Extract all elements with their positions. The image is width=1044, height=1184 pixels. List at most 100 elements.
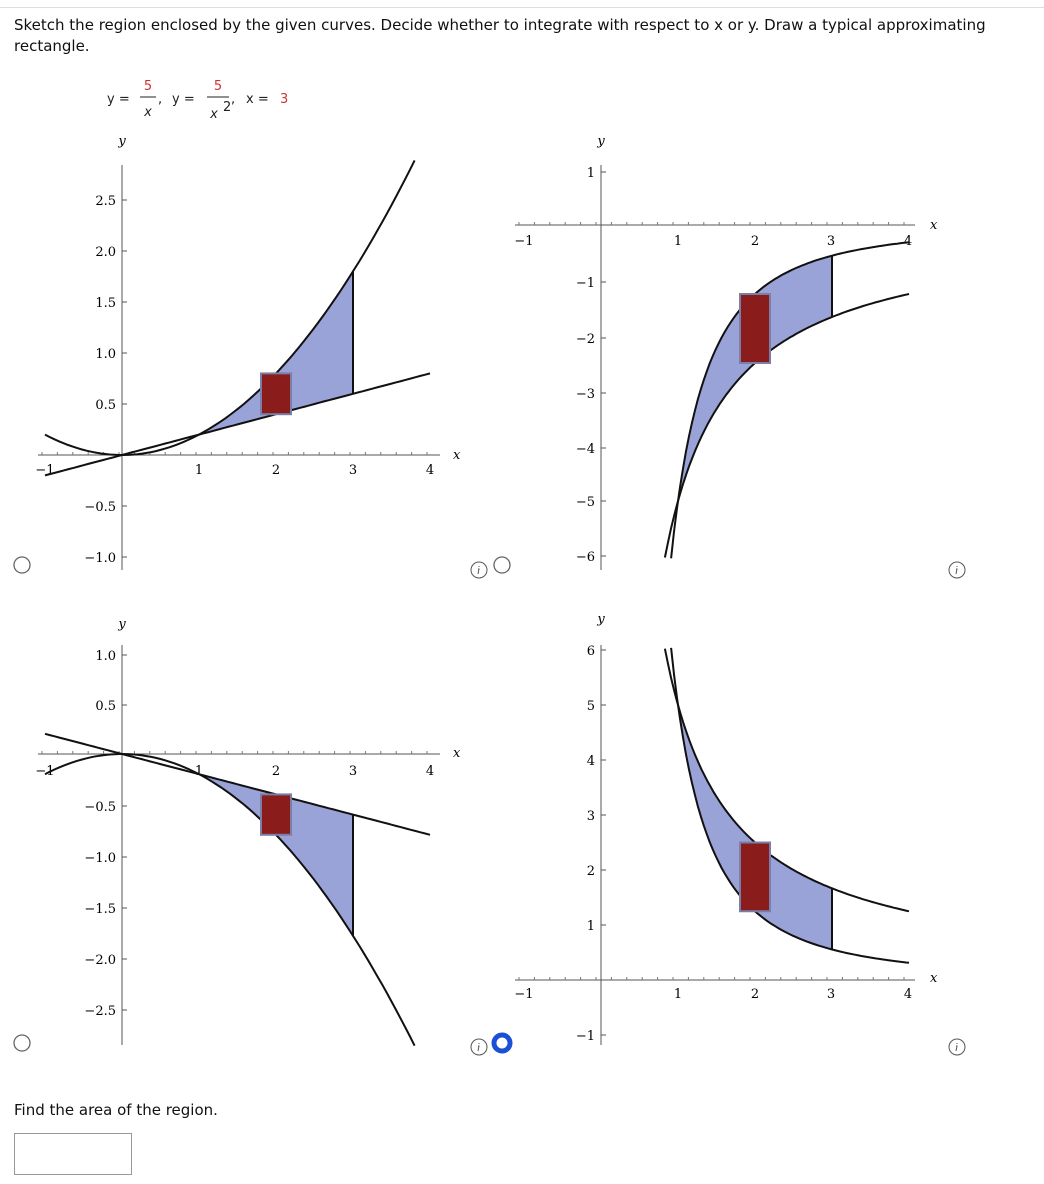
y-tick-label: 5: [587, 699, 595, 714]
x-tick-label: 2: [751, 234, 759, 249]
radio-button[interactable]: [13, 556, 31, 574]
x-tick-label: −1: [514, 987, 533, 1002]
x-axis-label: x: [453, 448, 461, 463]
y-tick-label: −0.5: [84, 800, 116, 815]
region: [199, 271, 353, 435]
curve: [44, 753, 416, 1047]
info-glyph: [955, 1043, 958, 1052]
y-tick-label: 1: [587, 919, 595, 934]
curve: [44, 372, 431, 477]
y-tick-label: −1.5: [84, 902, 116, 917]
y-tick-label: 0.5: [95, 699, 116, 714]
y-tick-label: −4: [576, 442, 595, 457]
x-tick-label: 3: [349, 463, 357, 478]
eq-text: x =: [246, 92, 269, 107]
x-tick-label: 1: [195, 764, 203, 779]
approx-rectangle: [260, 793, 292, 836]
eq-text: x: [143, 105, 152, 120]
y-tick-label: −2: [576, 332, 595, 347]
y-tick-label: 4: [587, 754, 595, 769]
y-axis-label: y: [596, 612, 605, 627]
x-axis-label: x: [930, 218, 938, 233]
y-tick-label: −1.0: [84, 851, 116, 866]
x-tick-label: −1: [514, 234, 533, 249]
y-tick-label: 6: [587, 644, 595, 659]
question: Sketch the region enclosed by the given …: [14, 16, 986, 55]
eq-text: 3: [280, 92, 288, 107]
eq-text: y =: [107, 92, 130, 107]
y-tick-label: −2.5: [84, 1004, 116, 1019]
curve: [44, 732, 431, 836]
approx-rectangle: [739, 841, 771, 913]
y-tick-label: −5: [576, 495, 595, 510]
eq-text: y =: [172, 92, 195, 107]
y-tick-label: −1.0: [84, 551, 116, 566]
eq-text: 2: [223, 100, 231, 115]
x-tick-label: 1: [195, 463, 203, 478]
x-tick-label: 3: [827, 987, 835, 1002]
x-tick-label: 4: [426, 764, 434, 779]
y-tick-label: 2.5: [95, 194, 116, 209]
y-tick-label: −1: [576, 1029, 595, 1044]
x-axis-label: x: [930, 971, 938, 986]
y-tick-label: 2.0: [95, 245, 116, 260]
x-tick-label: 1: [674, 987, 682, 1002]
x-tick-label: 2: [272, 764, 280, 779]
curve: [663, 293, 910, 558]
prompt: Find the area of the region.: [14, 1101, 218, 1119]
x-axis-label: x: [453, 746, 461, 761]
y-tick-label: 2: [587, 864, 595, 879]
y-tick-label: −0.5: [84, 500, 116, 515]
region: [199, 774, 353, 936]
option-graph: −1 1 2 3 41−1−2−3−4−5−6xy: [493, 134, 966, 579]
x-tick-label: 3: [827, 234, 835, 249]
y-axis-label: y: [117, 617, 126, 632]
x-tick-label: 4: [426, 463, 434, 478]
x-tick-label: 2: [272, 463, 280, 478]
curve: [663, 648, 910, 913]
y-axis-label: y: [117, 134, 126, 149]
eq-text: 5: [214, 79, 222, 94]
y-tick-label: 1.0: [95, 347, 116, 362]
eq-text: ,: [158, 92, 162, 107]
radio-button[interactable]: [491, 1032, 513, 1054]
divider: [0, 7, 1044, 8]
x-tick-label: 1: [674, 234, 682, 249]
info-glyph: [955, 566, 958, 575]
curve: [44, 159, 416, 456]
y-tick-label: 1.5: [95, 296, 116, 311]
curve: [670, 647, 910, 964]
x-tick-label: −1: [35, 463, 54, 478]
radio-button[interactable]: [493, 556, 511, 574]
y-tick-label: 3: [587, 809, 595, 824]
region: [678, 705, 832, 950]
approx-rectangle: [260, 372, 292, 416]
y-tick-label: 1: [587, 166, 595, 181]
eq-text: ,: [231, 92, 235, 107]
x-tick-label: 3: [349, 764, 357, 779]
x-tick-label: 4: [904, 987, 912, 1002]
region: [678, 255, 832, 501]
x-tick-label: −1: [35, 764, 54, 779]
approx-rectangle: [739, 293, 771, 364]
option-graph: −1 1 2 3 4 6 5 4 3 2 1 −1 x y: [491, 612, 966, 1056]
curve: [670, 241, 910, 559]
y-axis-label: y: [596, 134, 605, 149]
answer-input[interactable]: [14, 1133, 132, 1175]
radio-button[interactable]: [13, 1034, 31, 1052]
y-tick-label: −6: [576, 550, 595, 565]
eq-text: x: [209, 107, 218, 122]
option-graph: −1 1 2 3 4 2.5 2.0 1.5 1.0 0.5 −0.5 −1.0 x y: [13, 134, 488, 579]
eq-text: 5: [144, 79, 152, 94]
x-tick-label: 2: [751, 987, 759, 1002]
equation: y = 5 x , y = 5 x 2 , x = 3: [107, 79, 288, 122]
info-glyph: [477, 566, 480, 575]
y-tick-label: 0.5: [95, 398, 116, 413]
y-tick-label: 1.0: [95, 649, 116, 664]
info-glyph: [477, 1043, 480, 1052]
y-tick-label: −2.0: [84, 953, 116, 968]
y-tick-label: −1: [576, 276, 595, 291]
option-graph: −1 1 2 3 4 1.0 0.5 −0.5 −1.0 −1.5 −2.0 −2.5 x y: [13, 617, 488, 1056]
